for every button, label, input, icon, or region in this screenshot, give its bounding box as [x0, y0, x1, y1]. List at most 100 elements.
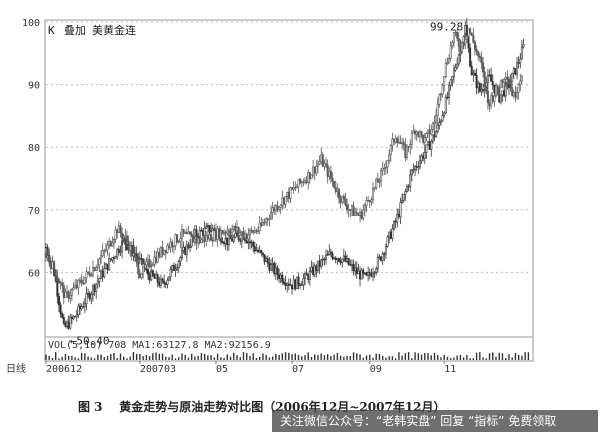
candle-body — [488, 74, 491, 76]
candle-body — [138, 258, 141, 261]
candle-body — [488, 102, 491, 107]
volume-bar — [495, 356, 497, 360]
candle-body — [334, 257, 337, 261]
y-tick-label: 80 — [28, 143, 40, 154]
candle-body — [95, 283, 98, 292]
series-1 — [44, 18, 525, 330]
candle-body — [409, 144, 412, 148]
volume-bar — [155, 352, 157, 360]
candle-body — [155, 274, 158, 279]
candle-body — [255, 230, 258, 232]
candle-body — [436, 103, 439, 116]
candle-body — [195, 229, 198, 237]
volume-bar — [210, 355, 212, 360]
candle-body — [151, 270, 154, 276]
volume-bar — [278, 354, 280, 360]
candle-body — [129, 245, 132, 251]
candle-body — [478, 83, 481, 92]
volume-bar — [142, 356, 144, 360]
volume-bar — [229, 356, 232, 360]
volume-bar — [165, 356, 167, 360]
volume-bar — [64, 353, 67, 360]
candle-body — [62, 317, 65, 324]
candle-body — [182, 229, 185, 234]
volume-panel-frame — [44, 336, 534, 362]
volume-bar — [527, 352, 530, 360]
candle-body — [430, 140, 433, 150]
candle-body — [291, 284, 294, 290]
volume-bar — [132, 352, 135, 360]
volume-bar — [407, 352, 410, 360]
candle-body — [480, 89, 483, 92]
candle-body — [320, 259, 323, 267]
candle-body — [423, 137, 426, 143]
candle-body — [482, 89, 485, 92]
candle-body — [435, 131, 438, 138]
candle-body — [257, 230, 260, 232]
candle-body — [232, 226, 235, 230]
candle-body — [303, 180, 306, 183]
candle-body — [77, 305, 80, 316]
candle-body — [172, 245, 175, 248]
volume-bar — [258, 357, 261, 360]
volume-bar — [106, 355, 109, 360]
candle-body — [417, 166, 420, 168]
candle-body — [278, 274, 281, 279]
candle-body — [454, 67, 457, 71]
candle-body — [409, 174, 412, 187]
candle-body — [112, 238, 115, 244]
candle-body — [67, 291, 70, 299]
candle-body — [72, 315, 75, 319]
candle-body — [265, 218, 268, 223]
volume-bar — [411, 358, 413, 360]
candle-body — [310, 266, 313, 272]
volume-bar — [71, 355, 73, 360]
candle-body — [44, 247, 47, 249]
candle-body — [116, 248, 119, 258]
grid-lines — [46, 21, 530, 273]
volume-bar — [433, 352, 436, 360]
candle-body — [336, 258, 339, 261]
candle-body — [427, 129, 430, 134]
candle-body — [223, 232, 226, 235]
candle-body — [200, 239, 203, 243]
volume-bar — [307, 352, 309, 360]
candle-body — [312, 166, 315, 176]
candle-body — [270, 212, 273, 220]
candle-body — [418, 160, 421, 168]
candle-body — [62, 285, 65, 299]
candle-body — [278, 207, 281, 211]
price-series — [44, 18, 525, 330]
candle-body — [64, 322, 67, 327]
candle-body — [420, 131, 423, 136]
candle-body — [281, 274, 284, 283]
candle-body — [397, 141, 400, 144]
volume-bar — [184, 354, 186, 360]
candle-body — [96, 280, 99, 285]
candle-body — [483, 71, 486, 87]
candle-body — [85, 293, 88, 305]
candle-body — [151, 263, 154, 267]
candle-body — [70, 316, 73, 319]
candle-body — [441, 115, 444, 122]
candle-body — [250, 229, 253, 232]
candle-body — [138, 273, 141, 278]
volume-bar — [469, 358, 471, 360]
candle-body — [287, 191, 290, 199]
candle-body — [464, 39, 467, 45]
candle-body — [312, 266, 315, 275]
candle-body — [143, 263, 146, 266]
x-tick-label: 200703 — [140, 364, 176, 375]
candle-body — [83, 277, 86, 284]
candle-body — [431, 123, 434, 131]
candle-body — [248, 229, 251, 236]
candle-body — [362, 209, 365, 219]
candle-body — [472, 34, 475, 43]
candle-body — [294, 279, 297, 290]
candle-body — [444, 96, 447, 114]
candle-body — [266, 218, 269, 220]
candle-body — [75, 284, 78, 289]
candle-body — [342, 195, 345, 199]
volume-bar — [174, 358, 177, 360]
volume-bar — [336, 353, 339, 360]
